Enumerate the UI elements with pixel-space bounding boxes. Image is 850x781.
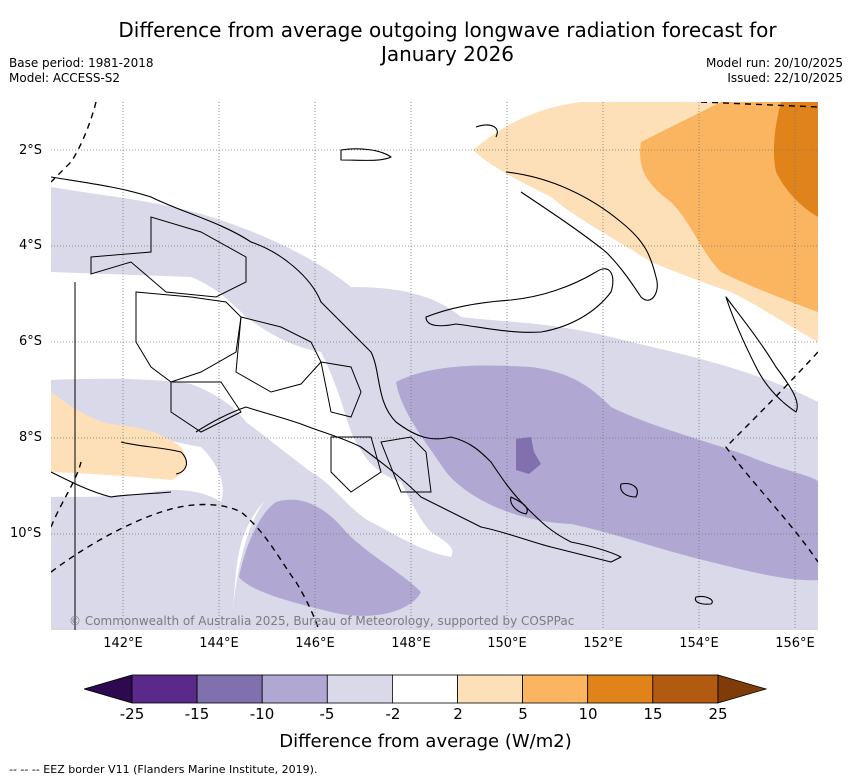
colorbar-tick-5: 5 <box>518 705 528 723</box>
lon-label-154e: 154°E <box>679 636 719 651</box>
colorbar-cell <box>652 674 719 704</box>
anomaly-region-moderate-negative <box>396 365 818 581</box>
anomaly-region-strong-negative <box>516 437 541 474</box>
title-line-1: Difference from average outgoing longwav… <box>118 18 777 42</box>
base-period: Base period: 1981-2018 <box>9 56 154 70</box>
lat-label-4s: 4°S <box>19 238 43 253</box>
eez-border <box>51 102 818 630</box>
coastlines <box>51 124 798 605</box>
lon-label-146e: 146°E <box>295 636 335 651</box>
colorbar-cell <box>261 674 328 704</box>
chart-title: Difference from average outgoing longwav… <box>0 18 850 66</box>
anomaly-region-moderate-negative-2 <box>239 499 421 616</box>
lat-label-8s: 8°S <box>19 430 43 445</box>
lat-label-10s: 10°S <box>10 526 42 541</box>
colorbar-tick-2: 2 <box>453 705 463 723</box>
lon-label-148e: 148°E <box>391 636 431 651</box>
anomaly-region-strong-positive <box>773 102 818 217</box>
lat-label-6s: 6°S <box>19 334 43 349</box>
issued-date: Issued: 22/10/2025 <box>727 71 843 85</box>
lon-label-150e: 150°E <box>487 636 527 651</box>
colorbar-cell <box>587 674 654 704</box>
anomaly-region-neutral <box>51 272 453 557</box>
colorbar-label: Difference from average (W/m2) <box>279 731 572 752</box>
title-line-2: January 2026 <box>380 42 515 66</box>
colorbar-tick-15: 15 <box>643 705 663 723</box>
colorbar-cell <box>391 674 458 704</box>
colorbar-tick-m5: -5 <box>319 705 335 723</box>
colorbar-cell <box>131 674 198 704</box>
colorbar-tick-25: 25 <box>708 705 728 723</box>
colorbar-cell <box>457 674 523 704</box>
colorbar-tick-m15: -15 <box>184 705 210 723</box>
colorbar-tick-m10: -10 <box>249 705 275 723</box>
lon-label-156e: 156°E <box>775 636 815 651</box>
colorbar-cell <box>196 674 263 704</box>
lon-label-144e: 144°E <box>199 636 239 651</box>
colorbar-cell <box>522 674 589 704</box>
model-run: Model run: 20/10/2025 <box>705 56 843 70</box>
model-name: Model: ACCESS-S2 <box>9 71 121 85</box>
meta-left: Base period: 1981-2018 Model: ACCESS-S2 <box>9 56 154 86</box>
meta-right: Model run: 20/10/2025 Issued: 22/10/2025 <box>706 56 843 86</box>
colorbar-tick-m2: -2 <box>385 705 401 723</box>
colorbar-extend-low <box>84 674 133 704</box>
eez-footnote: -- -- -- EEZ border V11 (Flanders Marine… <box>9 763 318 776</box>
anomaly-region-moderate-positive <box>640 102 818 312</box>
colorbar-tick-m25: -25 <box>119 705 145 723</box>
graticule <box>51 102 818 630</box>
colorbar-extend-high <box>717 674 768 704</box>
lon-label-152e: 152°E <box>583 636 623 651</box>
lon-label-142e: 142°E <box>103 636 143 651</box>
colorbar <box>84 674 768 704</box>
colorbar-cell <box>326 674 393 704</box>
colorbar-tick-10: 10 <box>578 705 598 723</box>
province-borders <box>74 216 432 630</box>
anomaly-region-weak-positive-2 <box>51 392 187 480</box>
anomaly-map <box>51 102 818 630</box>
copyright-notice: © Commonwealth of Australia 2025, Bureau… <box>69 614 575 628</box>
lat-label-2s: 2°S <box>19 143 43 158</box>
